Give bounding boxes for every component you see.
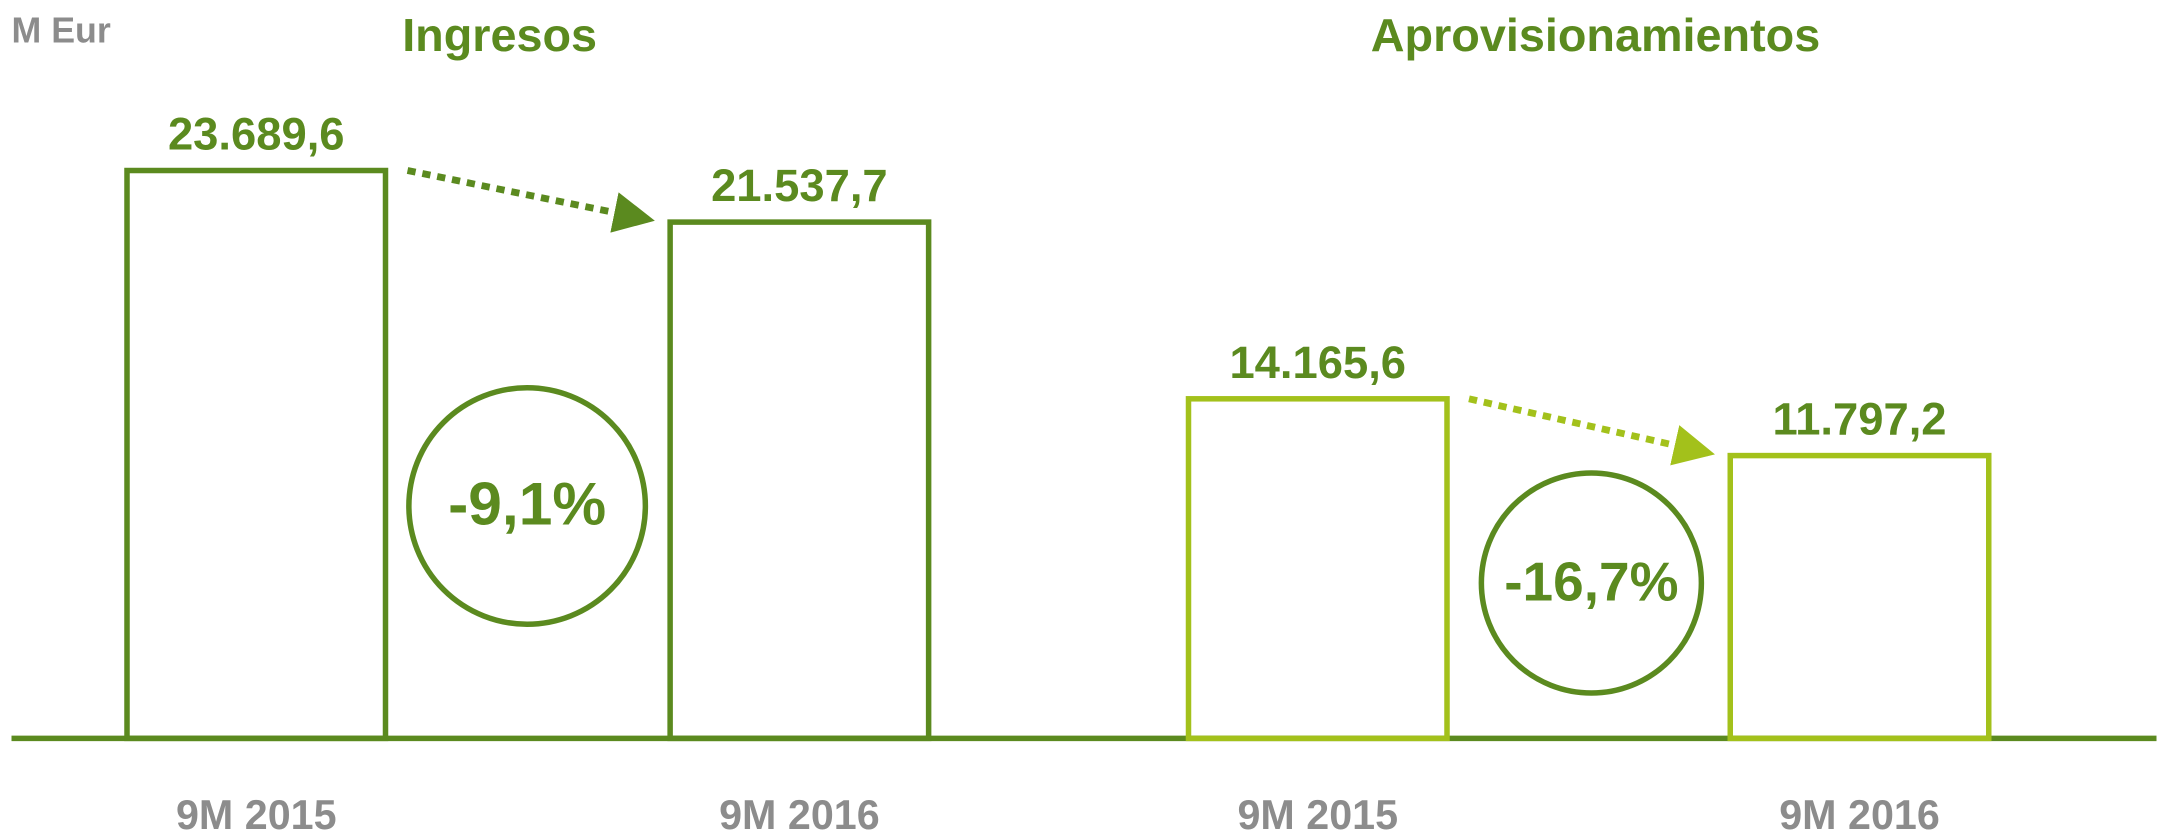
value-label: 11.797,2 bbox=[1772, 394, 1946, 445]
trend-arrow bbox=[1468, 395, 1715, 466]
chart-title: Aprovisionamientos bbox=[1371, 9, 1820, 61]
change-label: -16,7% bbox=[1504, 550, 1678, 612]
bar bbox=[1727, 452, 1992, 742]
change-circle bbox=[1478, 470, 1705, 696]
change-label: -9,1% bbox=[448, 470, 606, 538]
x-tick-label: 9M 2016 bbox=[1779, 792, 1940, 836]
bar bbox=[124, 167, 389, 742]
value-label: 14.165,6 bbox=[1229, 337, 1406, 388]
chart-title: Ingresos bbox=[402, 9, 597, 61]
value-label: 23.689,6 bbox=[168, 108, 345, 159]
unit-label: M Eur bbox=[12, 10, 111, 50]
x-tick-label: 9M 2015 bbox=[176, 792, 337, 836]
change-circle bbox=[406, 385, 649, 627]
x-tick-label: 9M 2016 bbox=[719, 792, 880, 836]
bar bbox=[667, 219, 932, 742]
x-tick-label: 9M 2015 bbox=[1237, 792, 1398, 836]
value-label: 21.537,7 bbox=[711, 160, 888, 211]
bar bbox=[1185, 396, 1450, 742]
trend-arrow bbox=[406, 167, 655, 233]
